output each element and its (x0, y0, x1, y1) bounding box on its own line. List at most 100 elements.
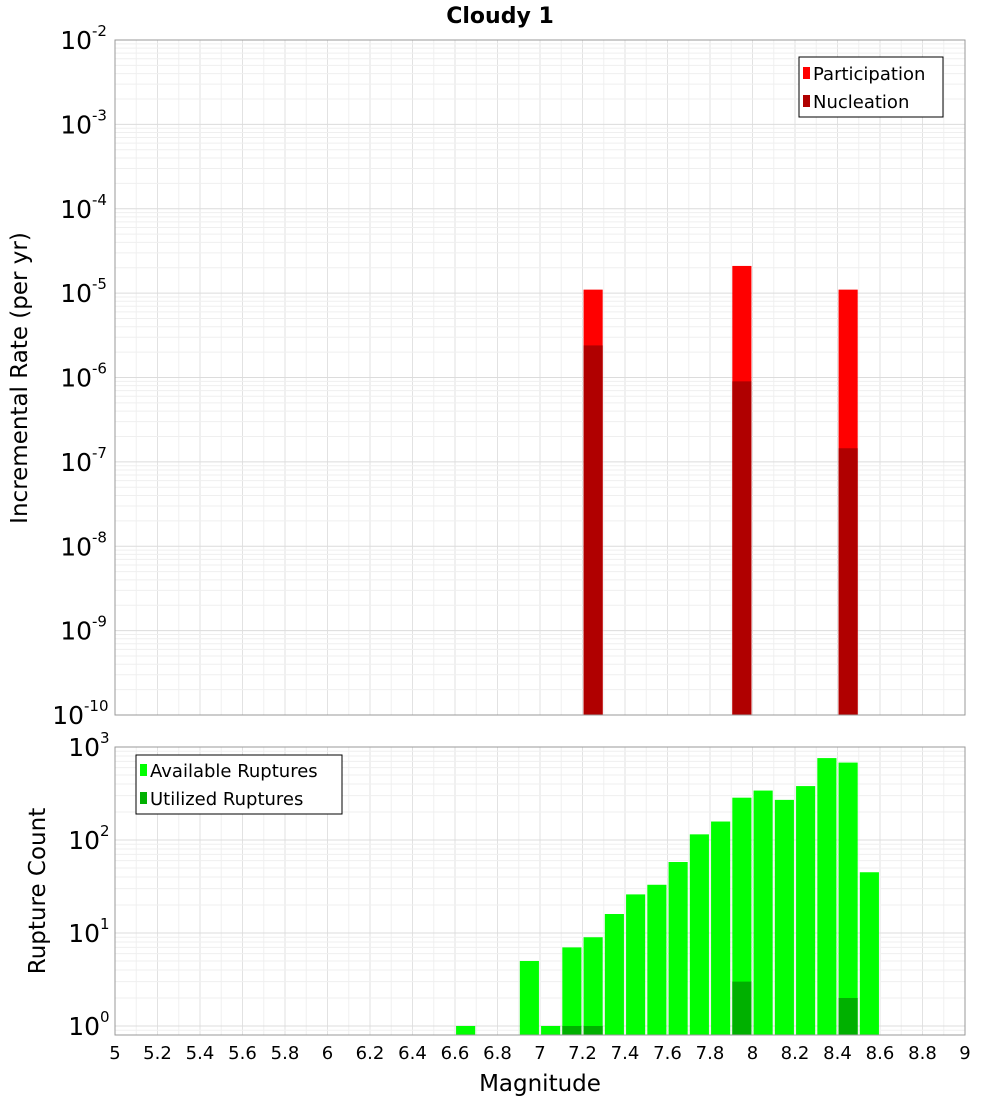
legend-available-swatch (140, 764, 147, 776)
y-tick-base: 10 (60, 617, 92, 646)
top-y-axis-label: Incremental Rate (per yr) (7, 232, 33, 524)
y-tick-label: 10 -6 (60, 360, 107, 393)
y-tick-base: 10 (68, 733, 100, 762)
y-tick-exponent: -7 (92, 444, 107, 462)
y-tick-label: 10 0 (68, 1008, 109, 1041)
x-tick-label: 8.6 (866, 1043, 895, 1064)
x-tick-label: 7.6 (653, 1043, 682, 1064)
bottom-bars (456, 758, 879, 1035)
x-tick-label: 5.4 (186, 1043, 215, 1064)
count-series1-bar (711, 821, 731, 1035)
y-tick-base: 10 (52, 701, 84, 730)
y-tick-base: 10 (60, 110, 92, 139)
x-axis-label: Magnitude (479, 1071, 601, 1097)
count-series1-bar (859, 872, 879, 1035)
legend-utilized-label: Utilized Ruptures (150, 789, 303, 810)
x-tick-label: 8.8 (908, 1043, 937, 1064)
y-tick-exponent: -3 (92, 106, 107, 124)
y-tick-exponent: -4 (92, 191, 107, 209)
y-tick-base: 10 (60, 364, 92, 393)
x-tick-labels: 5 5.2 5.4 5.6 5.8 6 6.2 6.4 6.6 6.8 7 7.2 7.4 7.6 7.8 8… (109, 1043, 970, 1064)
x-tick-label: 8 (747, 1043, 758, 1064)
top-legend: Participation Nucleation (798, 56, 944, 118)
y-tick-exponent: 1 (100, 915, 110, 933)
x-tick-label: 5.8 (271, 1043, 300, 1064)
y-tick-exponent: -9 (92, 613, 107, 631)
x-tick-label: 8.2 (781, 1043, 810, 1064)
x-tick-label: 7.8 (696, 1043, 725, 1064)
bottom-legend: Available Ruptures Utilized Ruptures (135, 754, 343, 815)
count-series1-bar (796, 786, 816, 1035)
top-grid (114, 39, 966, 716)
count-series2-bar (583, 1025, 603, 1035)
y-tick-base: 10 (68, 1012, 100, 1041)
bottom-y-axis-label: Rupture Count (25, 808, 51, 974)
legend-participation-swatch (803, 67, 810, 79)
rate-series2-bar (583, 345, 603, 715)
y-tick-base: 10 (60, 448, 92, 477)
top-y-tick-labels: 10-210-310-410-510-610-710-810-910-10 (52, 22, 108, 730)
y-tick-exponent: 2 (100, 822, 110, 840)
count-series1-bar (519, 960, 539, 1035)
count-series1-bar (626, 894, 646, 1035)
y-tick-base: 10 (60, 195, 92, 224)
x-tick-label: 6 (322, 1043, 333, 1064)
y-tick-label: 10 -8 (60, 528, 107, 561)
count-series1-bar (689, 834, 709, 1035)
y-tick-exponent: -10 (84, 697, 109, 715)
chart-title: Cloudy 1 (446, 4, 554, 29)
count-series1-bar (817, 758, 837, 1035)
y-tick-base: 10 (68, 919, 100, 948)
count-series1-bar (838, 762, 858, 1035)
y-tick-label: 10 3 (68, 729, 109, 762)
bottom-plot-border (114, 746, 966, 1036)
legend-utilized-swatch (140, 792, 147, 804)
y-tick-label: 10 -10 (52, 697, 108, 730)
top-panel: 10-210-310-410-510-610-710-810-910-10 In… (7, 22, 966, 730)
y-tick-label: 10 2 (68, 822, 109, 855)
legend-nucleation-swatch (803, 95, 810, 107)
count-series1-bar (753, 790, 773, 1035)
x-tick-label: 7.2 (568, 1043, 597, 1064)
count-series1-bar (604, 914, 624, 1035)
legend-nucleation-label: Nucleation (813, 92, 909, 113)
x-tick-label: 5 (109, 1043, 120, 1064)
y-tick-base: 10 (60, 26, 92, 55)
legend-available-label: Available Ruptures (150, 761, 318, 782)
y-tick-label: 10 -9 (60, 613, 107, 646)
x-tick-label: 6.4 (398, 1043, 427, 1064)
y-tick-base: 10 (60, 279, 92, 308)
count-series1-bar (583, 937, 603, 1035)
x-tick-label: 9 (959, 1043, 970, 1064)
count-series1-bar (647, 884, 667, 1035)
y-tick-label: 10 -3 (60, 106, 107, 139)
x-tick-label: 5.6 (228, 1043, 257, 1064)
x-tick-label: 5.2 (143, 1043, 172, 1064)
count-series1-bar (732, 797, 752, 1035)
count-series2-bar (732, 981, 752, 1035)
x-tick-label: 8.4 (823, 1043, 852, 1064)
x-tick-label: 7 (534, 1043, 545, 1064)
y-tick-base: 10 (60, 532, 92, 561)
y-tick-label: 10 -4 (60, 191, 107, 224)
count-series1-bar (456, 1025, 476, 1035)
count-series1-bar (774, 799, 794, 1035)
y-tick-exponent: -5 (92, 275, 107, 293)
y-tick-exponent: -8 (92, 528, 107, 546)
y-tick-exponent: -6 (92, 360, 107, 378)
y-tick-label: 10 -7 (60, 444, 107, 477)
x-tick-label: 6.6 (441, 1043, 470, 1064)
y-tick-label: 10 -2 (60, 22, 107, 55)
y-tick-label: 10 -5 (60, 275, 107, 308)
top-legend-box (798, 56, 944, 118)
bottom-legend-box (135, 754, 343, 815)
y-tick-label: 10 1 (68, 915, 109, 948)
x-tick-label: 7.4 (611, 1043, 640, 1064)
x-tick-label: 6.2 (356, 1043, 385, 1064)
count-series2-bar (838, 997, 858, 1035)
count-series1-bar (562, 947, 582, 1035)
top-bars (583, 265, 858, 715)
